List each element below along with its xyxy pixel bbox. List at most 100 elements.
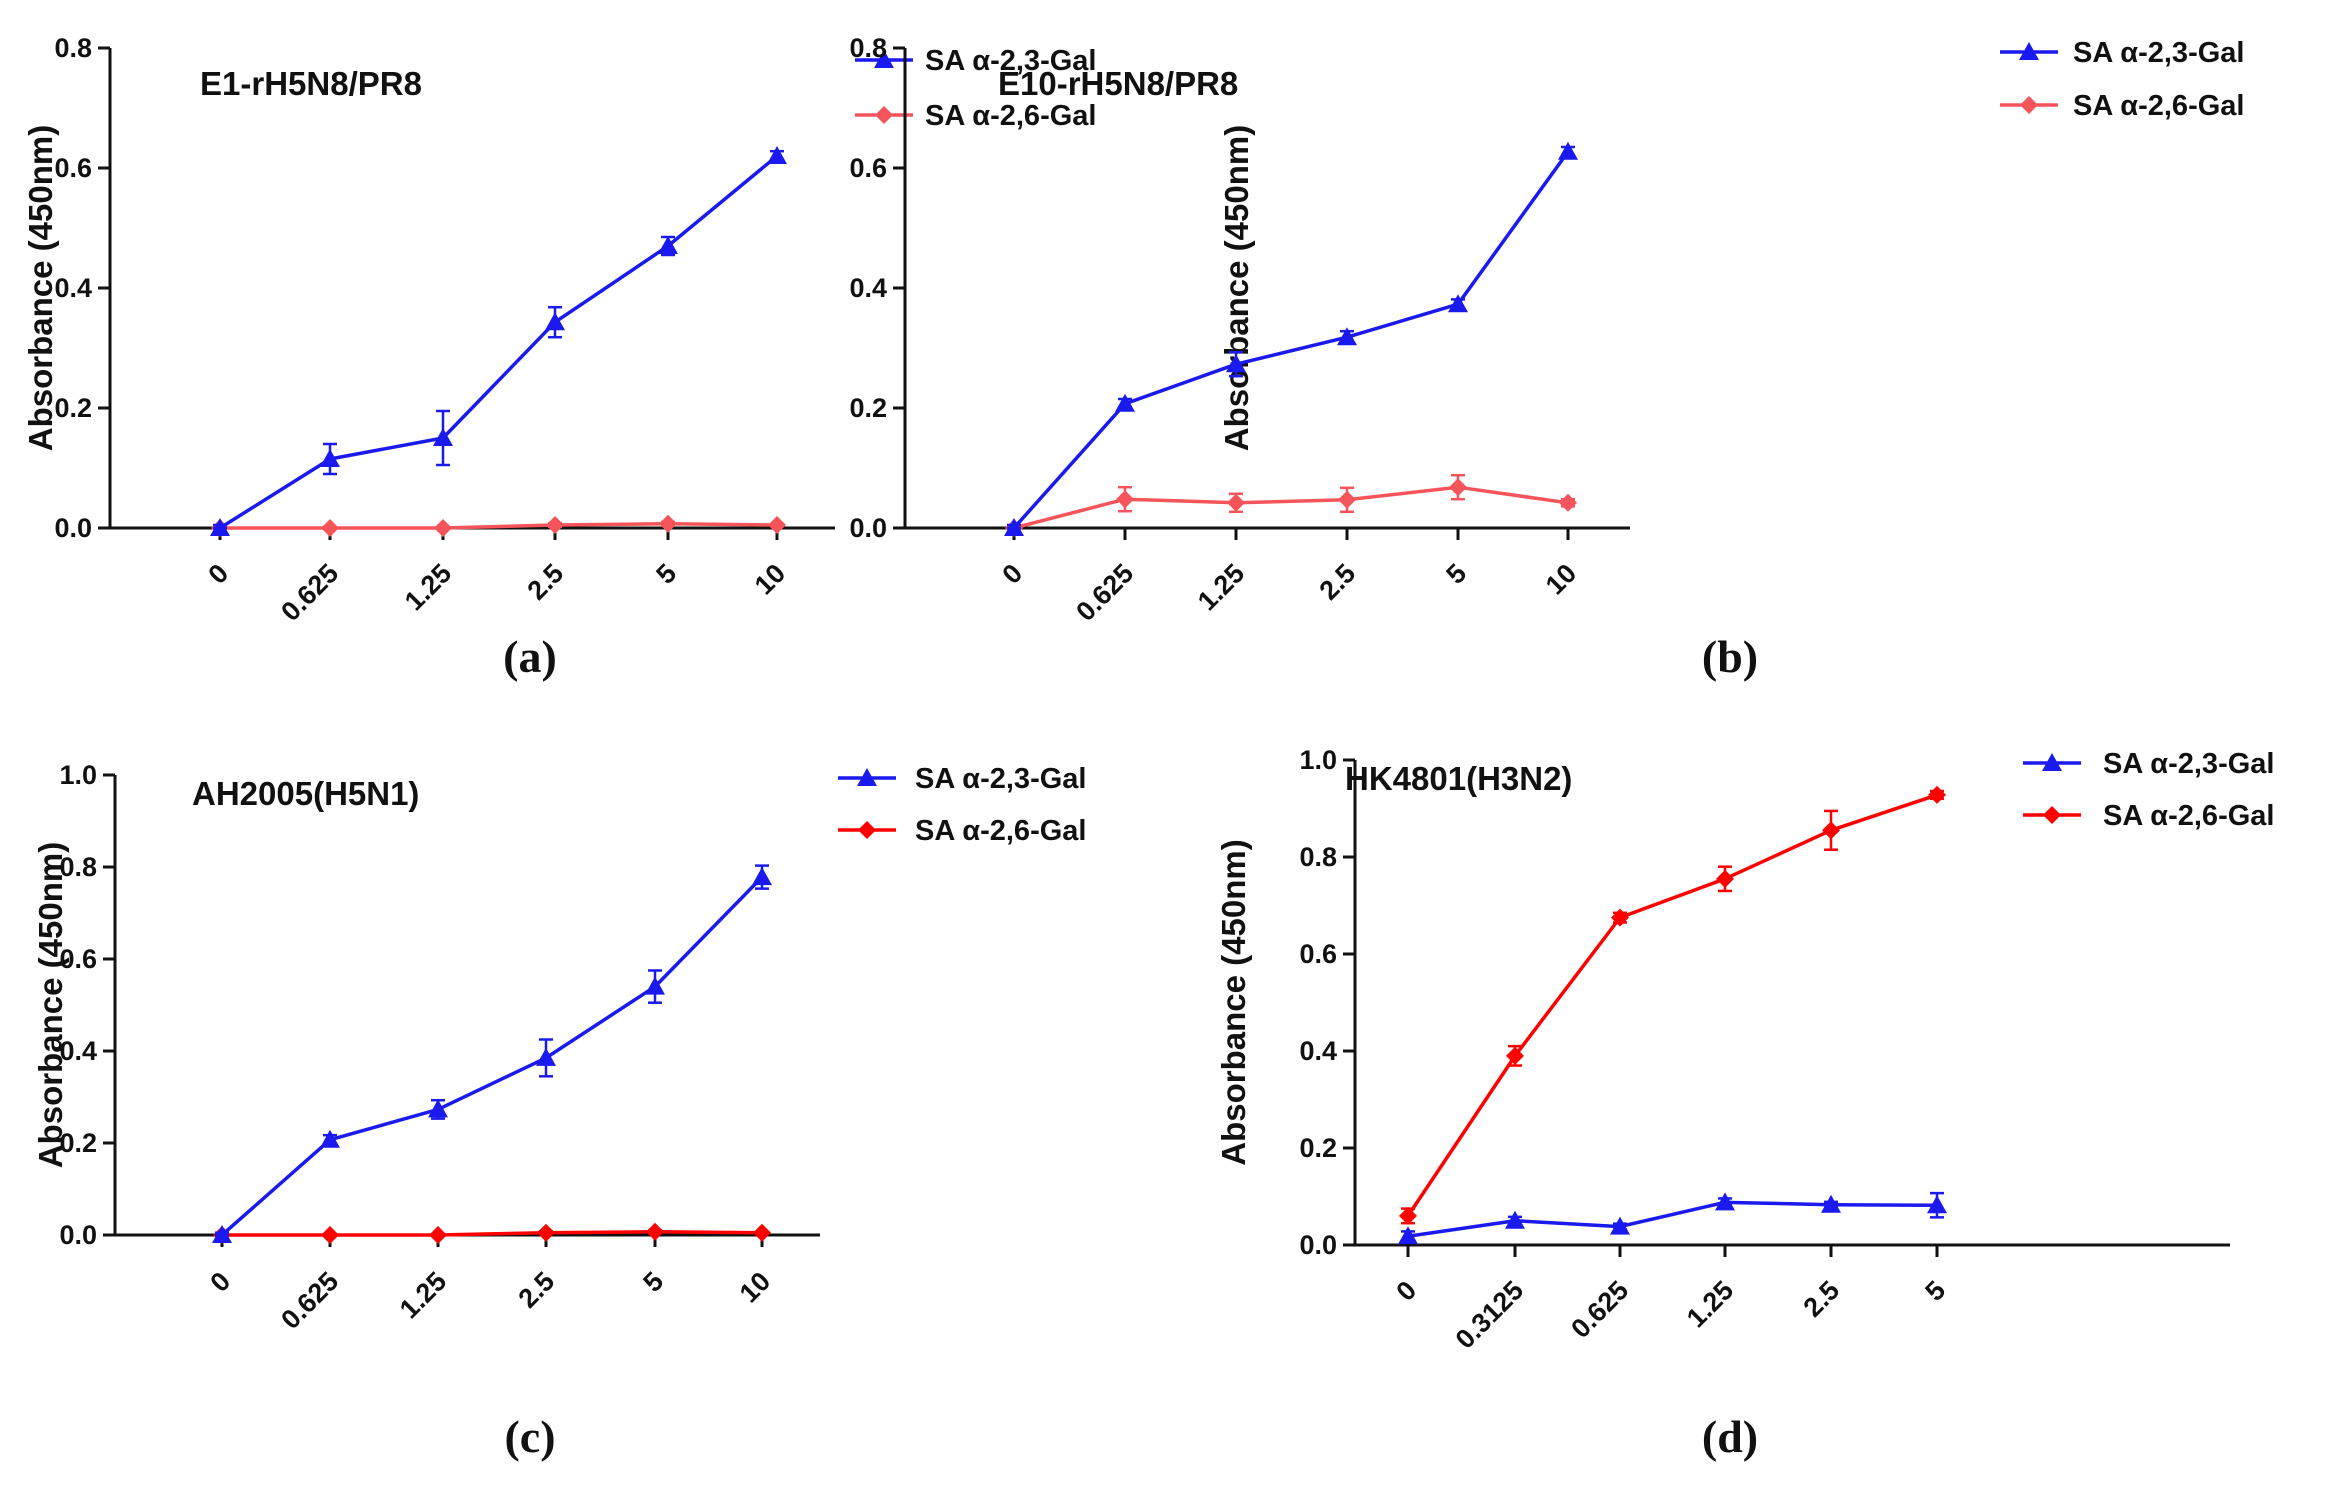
data-point — [1559, 493, 1577, 512]
y-tick-label: 0.6 — [59, 944, 97, 974]
series-line — [1406, 793, 1938, 1217]
data-point — [1338, 490, 1356, 509]
y-tick-label: 0.8 — [849, 33, 887, 63]
data-point — [537, 1223, 555, 1242]
data-point — [429, 1226, 447, 1244]
data-point — [1822, 821, 1840, 840]
panel-title: HK4801(H3N2) — [1345, 760, 1572, 797]
data-point — [1449, 478, 1467, 497]
y-axis-title: Absorbance (450nm) — [32, 842, 69, 1168]
y-tick-label: 0.2 — [59, 1128, 97, 1158]
y-tick-label: 0.6 — [849, 153, 887, 183]
data-point — [1716, 869, 1734, 888]
y-tick-label: 1.0 — [1299, 745, 1337, 775]
panel-letter: (c) — [504, 1411, 555, 1462]
data-point — [1399, 1206, 1417, 1225]
data-point — [767, 146, 787, 164]
panel-title: AH2005(H5N1) — [192, 775, 419, 812]
data-point — [1610, 1216, 1630, 1235]
series-line — [219, 154, 779, 530]
y-tick-label: 1.0 — [59, 760, 97, 790]
panel-title: E10-rH5N8/PR8 — [998, 65, 1238, 102]
legend-item-0: SA α-2,3-Gal — [855, 45, 1096, 77]
data-point — [1928, 785, 1946, 804]
data-point — [1116, 490, 1134, 509]
legend-label: SA α-2,6-Gal — [915, 815, 1086, 847]
data-point — [1927, 1195, 1947, 1214]
data-point — [546, 516, 564, 534]
data-point — [658, 236, 678, 254]
y-tick-label: 0.8 — [59, 852, 97, 882]
y-tick-label: 0.2 — [849, 393, 887, 423]
data-point — [753, 1223, 771, 1242]
data-point — [1004, 518, 1024, 536]
series-0 — [1398, 1191, 1947, 1245]
y-tick-label: 0.2 — [1299, 1133, 1337, 1163]
data-point — [321, 519, 339, 537]
panel-title: E1-rH5N8/PR8 — [200, 65, 422, 102]
data-point — [1227, 493, 1245, 512]
data-point — [428, 1099, 448, 1118]
legend-marker — [857, 768, 877, 786]
y-tick-label: 0.0 — [54, 513, 92, 543]
panel-letter: (d) — [1702, 1411, 1758, 1462]
data-point — [1337, 327, 1357, 346]
series-line — [1407, 1200, 1938, 1239]
panel-letter: (b) — [1702, 631, 1758, 682]
data-point — [1715, 1192, 1735, 1211]
legend-marker — [2020, 96, 2038, 114]
legend-label: SA α-2,3-Gal — [2073, 37, 2244, 69]
y-tick-label: 0.6 — [1299, 939, 1337, 969]
y-tick-label: 0.8 — [54, 33, 92, 63]
legend-marker — [2043, 806, 2061, 824]
data-point — [433, 428, 453, 446]
data-point — [752, 867, 772, 886]
y-axis-title: Absorbance (450nm) — [1218, 125, 1255, 451]
legend-label: SA α-2,6-Gal — [2073, 90, 2244, 122]
legend-item-1: SA α-2,6-Gal — [2023, 800, 2274, 832]
series-line — [220, 522, 778, 530]
data-point — [1558, 141, 1578, 160]
legend-item-1: SA α-2,6-Gal — [855, 100, 1096, 132]
data-point — [1448, 294, 1468, 313]
legend-marker — [2019, 42, 2039, 60]
data-point — [321, 1226, 339, 1244]
data-point — [1398, 1226, 1418, 1245]
y-tick-label: 0.4 — [849, 273, 887, 303]
series-line — [1013, 485, 1569, 530]
data-point — [1115, 393, 1135, 412]
data-point — [545, 312, 565, 331]
data-point — [536, 1047, 556, 1066]
chart-panel-c: 0.00.20.40.60.81.00 0.625 1.25 2.5 5 10Absorb… — [32, 760, 1086, 1462]
series-line — [1012, 150, 1570, 530]
y-tick-label: 0.2 — [54, 393, 92, 423]
data-point — [768, 516, 786, 534]
y-tick-label: 0.4 — [54, 273, 92, 303]
legend-item-0: SA α-2,3-Gal — [2023, 748, 2274, 780]
legend-label: SA α-2,3-Gal — [915, 763, 1086, 795]
data-point — [212, 1225, 232, 1243]
series-0 — [1004, 141, 1578, 536]
data-point — [1821, 1194, 1841, 1213]
series-1 — [211, 514, 786, 537]
y-axis-title: Absorbance (450nm) — [22, 125, 59, 451]
y-tick-label: 0.4 — [1299, 1036, 1337, 1066]
legend-marker — [874, 50, 894, 68]
legend-item-1: SA α-2,6-Gal — [838, 815, 1086, 847]
y-tick-label: 0.0 — [849, 513, 887, 543]
legend-item-0: SA α-2,3-Gal — [2000, 37, 2244, 69]
data-point — [1505, 1210, 1525, 1229]
data-point — [434, 519, 452, 537]
legend-marker — [875, 106, 893, 124]
legend-label: SA α-2,3-Gal — [925, 45, 1096, 77]
panel-letter: (a) — [503, 631, 557, 682]
legend-item-0: SA α-2,3-Gal — [838, 763, 1086, 795]
series-line — [222, 1230, 763, 1237]
data-point — [645, 976, 665, 995]
y-tick-label: 0.4 — [59, 1036, 97, 1066]
series-1 — [1399, 785, 1946, 1225]
legend-label: SA α-2,3-Gal — [2103, 748, 2274, 780]
data-point — [320, 449, 340, 467]
legend-label: SA α-2,6-Gal — [2103, 800, 2274, 832]
